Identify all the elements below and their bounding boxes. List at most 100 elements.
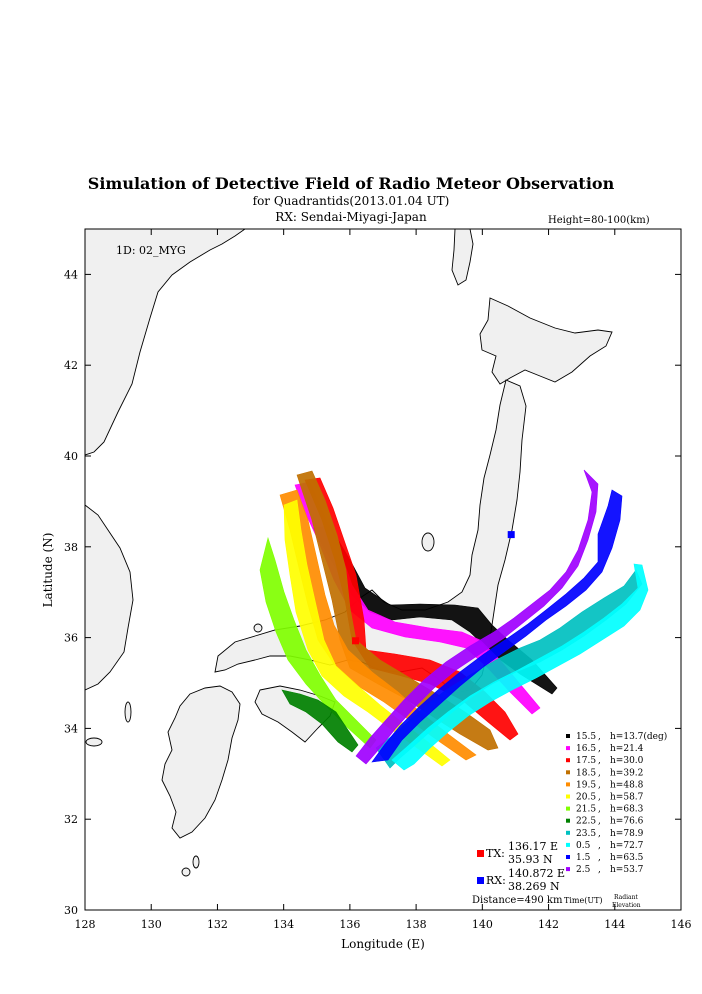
legend-elevation: h=76.6 [610,817,644,827]
legend-time-label: Time(UT) [564,896,603,905]
legend-time: 21.5 [576,805,596,815]
receiver-line: RX: Sendai-Miyagi-Japan [275,210,427,224]
legend-time: 18.5 [576,768,596,778]
tx-station-marker [352,637,360,645]
x-tick-label: 128 [75,918,96,931]
y-tick-label: 32 [64,813,78,826]
legend-swatch [566,758,570,763]
legend-swatch [566,794,570,799]
band-2-5h [355,469,599,765]
legend-elev-label-1: Radiant [614,894,638,901]
rx-station-marker [507,531,515,539]
figure-subtitle: for Quadrantids(2013.01.04 UT) [252,194,450,208]
land-korea [85,504,134,691]
x-tick-label: 136 [339,918,360,931]
legend-separator: , [598,780,601,790]
legend-swatch [566,830,570,835]
legend-time: 1.5 [576,853,591,863]
land-sakhalin [451,229,474,286]
legend-time: 16.5 [576,744,596,754]
x-tick-label: 144 [604,918,625,931]
legend-separator: , [598,817,601,827]
rx-label: RX: [486,874,506,887]
legend-swatch [566,855,570,859]
legend-separator: , [598,756,601,766]
legend-elevation: h=30.0 [610,756,644,766]
legend-elevation: h=21.4 [610,744,644,754]
legend-swatch [566,842,570,847]
land-hokkaido [479,297,613,385]
legend-separator: , [598,865,601,875]
y-tick-label: 40 [64,450,78,463]
legend-separator: , [598,841,601,851]
legend-time: 2.5 [576,865,591,875]
legend-separator: , [598,793,601,803]
x-tick-label: 132 [207,918,228,931]
land-mainland-asia [85,229,246,456]
tx-legend-marker [477,850,484,857]
tx-latitude: 35.93 N [508,853,553,866]
x-tick-label: 130 [141,918,162,931]
legend-elevation: h=78.9 [610,829,644,839]
legend-time: 22.5 [576,817,596,827]
y-axis-ticks: 30 32 34 36 38 40 42 44 [64,268,681,917]
legend-separator: , [598,829,601,839]
legend-elevation: h=72.7 [610,841,644,851]
legend-separator: , [598,853,601,863]
rx-legend-marker [477,877,484,884]
legend-separator: , [598,744,601,754]
x-tick-label: 140 [472,918,493,931]
legend-elevation: h=53.7 [610,865,644,875]
y-tick-label: 38 [64,541,78,554]
plot-frame [84,228,682,911]
legend-separator: , [598,805,601,815]
legend-elevation: h=48.8 [610,780,644,790]
legend-separator: , [598,768,601,778]
legend: 15.5, h=13.7(deg) 16.5, h=21.4 17.5, h=30.0 18… [566,731,667,875]
band-21-5h [259,536,377,749]
land-oki-islands [253,623,263,633]
rx-latitude: 38.269 N [508,880,560,893]
figure-title: Simulation of Detective Field of Radio M… [87,174,615,193]
tx-label: TX: [486,847,505,860]
distance-label: Distance=490 km [472,895,563,906]
legend-swatch [566,734,570,738]
legend-swatch [566,782,570,787]
legend-elevation: h=58.7 [610,793,644,803]
legend-elevation: h=39.2 [610,768,643,778]
legend-separator: , [598,732,601,742]
x-axis-label: Longitude (E) [341,937,425,951]
legend-elevation: h=68.3 [610,805,644,815]
legend-elev-label-2: Elevation [612,902,641,909]
x-tick-label: 134 [273,918,294,931]
height-label: Height=80-100(km) [548,215,650,226]
legend-time: 23.5 [576,829,596,839]
rx-longitude: 140.872 E [508,867,565,880]
band-1-5h [371,489,623,763]
x-tick-label: 146 [671,918,692,931]
band-22-5h [281,689,359,753]
legend-time: 15.5 [576,732,596,742]
land-jeju [85,737,103,747]
y-tick-label: 34 [64,722,78,735]
y-tick-label: 44 [64,268,78,281]
legend-swatch [566,770,570,775]
legend-elevation: h=63.5 [610,853,644,863]
land-tanegashima [192,855,200,869]
band-0-5h [391,563,649,771]
y-tick-label: 42 [64,359,78,372]
land-yakushima [181,867,191,877]
legend-swatch [566,818,570,823]
band-20-5h [283,499,451,767]
legend-time: 17.5 [576,756,596,766]
x-tick-label: 142 [538,918,559,931]
y-tick-label: 30 [64,904,78,917]
legend-time: 19.5 [576,780,596,790]
detection-bands [259,469,649,771]
legend-elevation: h=13.7(deg) [610,731,667,742]
x-tick-label: 138 [406,918,427,931]
y-tick-label: 36 [64,632,78,645]
x-axis-ticks: 128 130 132 134 136 138 140 142 144 146 [75,229,692,931]
